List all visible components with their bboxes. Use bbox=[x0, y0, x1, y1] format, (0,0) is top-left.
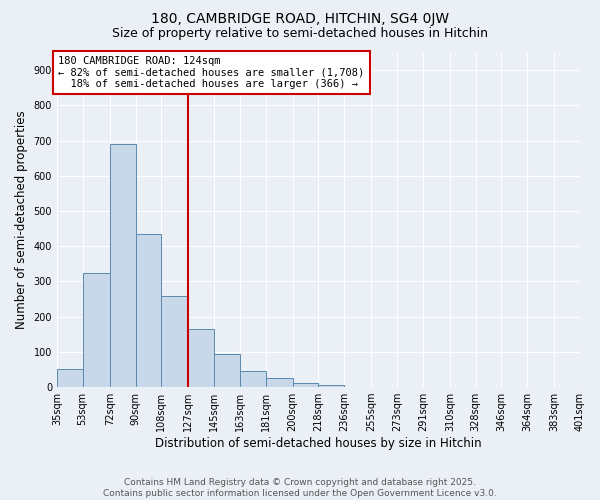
Bar bbox=[161, 296, 188, 387]
Bar bbox=[319, 384, 344, 387]
Bar bbox=[83, 272, 110, 387]
Bar bbox=[188, 329, 214, 387]
Text: 180 CAMBRIDGE ROAD: 124sqm
← 82% of semi-detached houses are smaller (1,708)
  1: 180 CAMBRIDGE ROAD: 124sqm ← 82% of semi… bbox=[58, 56, 365, 89]
Bar bbox=[136, 234, 161, 387]
Bar bbox=[266, 378, 293, 387]
Text: Contains HM Land Registry data © Crown copyright and database right 2025.
Contai: Contains HM Land Registry data © Crown c… bbox=[103, 478, 497, 498]
Text: 180, CAMBRIDGE ROAD, HITCHIN, SG4 0JW: 180, CAMBRIDGE ROAD, HITCHIN, SG4 0JW bbox=[151, 12, 449, 26]
Bar bbox=[57, 370, 83, 387]
Bar bbox=[214, 354, 240, 387]
Y-axis label: Number of semi-detached properties: Number of semi-detached properties bbox=[15, 110, 28, 329]
Text: Size of property relative to semi-detached houses in Hitchin: Size of property relative to semi-detach… bbox=[112, 28, 488, 40]
X-axis label: Distribution of semi-detached houses by size in Hitchin: Distribution of semi-detached houses by … bbox=[155, 437, 482, 450]
Bar bbox=[293, 383, 319, 387]
Bar bbox=[110, 144, 136, 387]
Bar bbox=[240, 370, 266, 387]
